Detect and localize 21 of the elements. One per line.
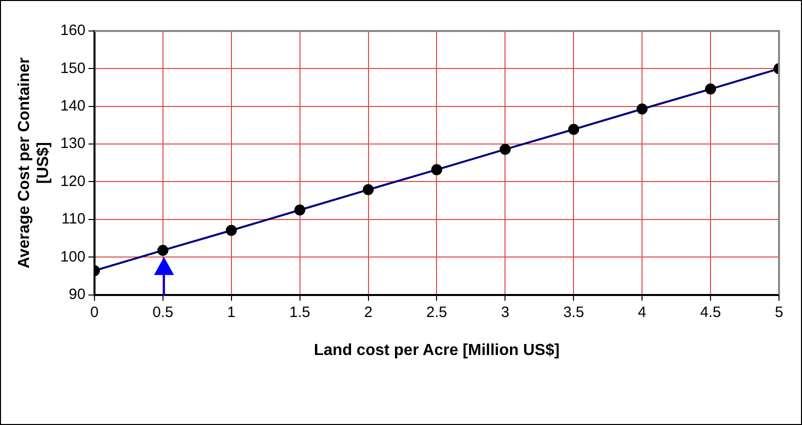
y-axis-title: Average Cost per Container [US$] <box>16 57 52 268</box>
x-tick-label: 1.5 <box>289 304 310 321</box>
y-tick-label: 130 <box>60 135 86 152</box>
x-tick-label: 5 <box>774 304 784 321</box>
y-tick-label: 110 <box>62 210 86 228</box>
x-tick-label: 0.5 <box>152 304 174 321</box>
x-tick-label: 4.5 <box>700 304 721 321</box>
x-tick-label: 4 <box>638 304 646 321</box>
y-tick-label: 120 <box>60 172 86 190</box>
x-tick-label: 1 <box>227 304 236 321</box>
x-tick-label: 0 <box>90 304 99 321</box>
x-axis-title: Land cost per Acre [Million US$] <box>314 342 560 359</box>
y-tick-label: 140 <box>60 98 86 115</box>
y-tick-label: 160 <box>60 22 86 40</box>
x-tick-label: 3 <box>501 304 510 321</box>
x-tick-label: 2.5 <box>426 304 448 321</box>
y-tick-label: 100 <box>60 248 86 266</box>
x-tick-label: 3.5 <box>563 304 584 321</box>
x-tick-label: 2 <box>364 304 372 321</box>
y-tick-label: 150 <box>60 60 86 77</box>
y-tick-label: 90 <box>68 286 86 303</box>
